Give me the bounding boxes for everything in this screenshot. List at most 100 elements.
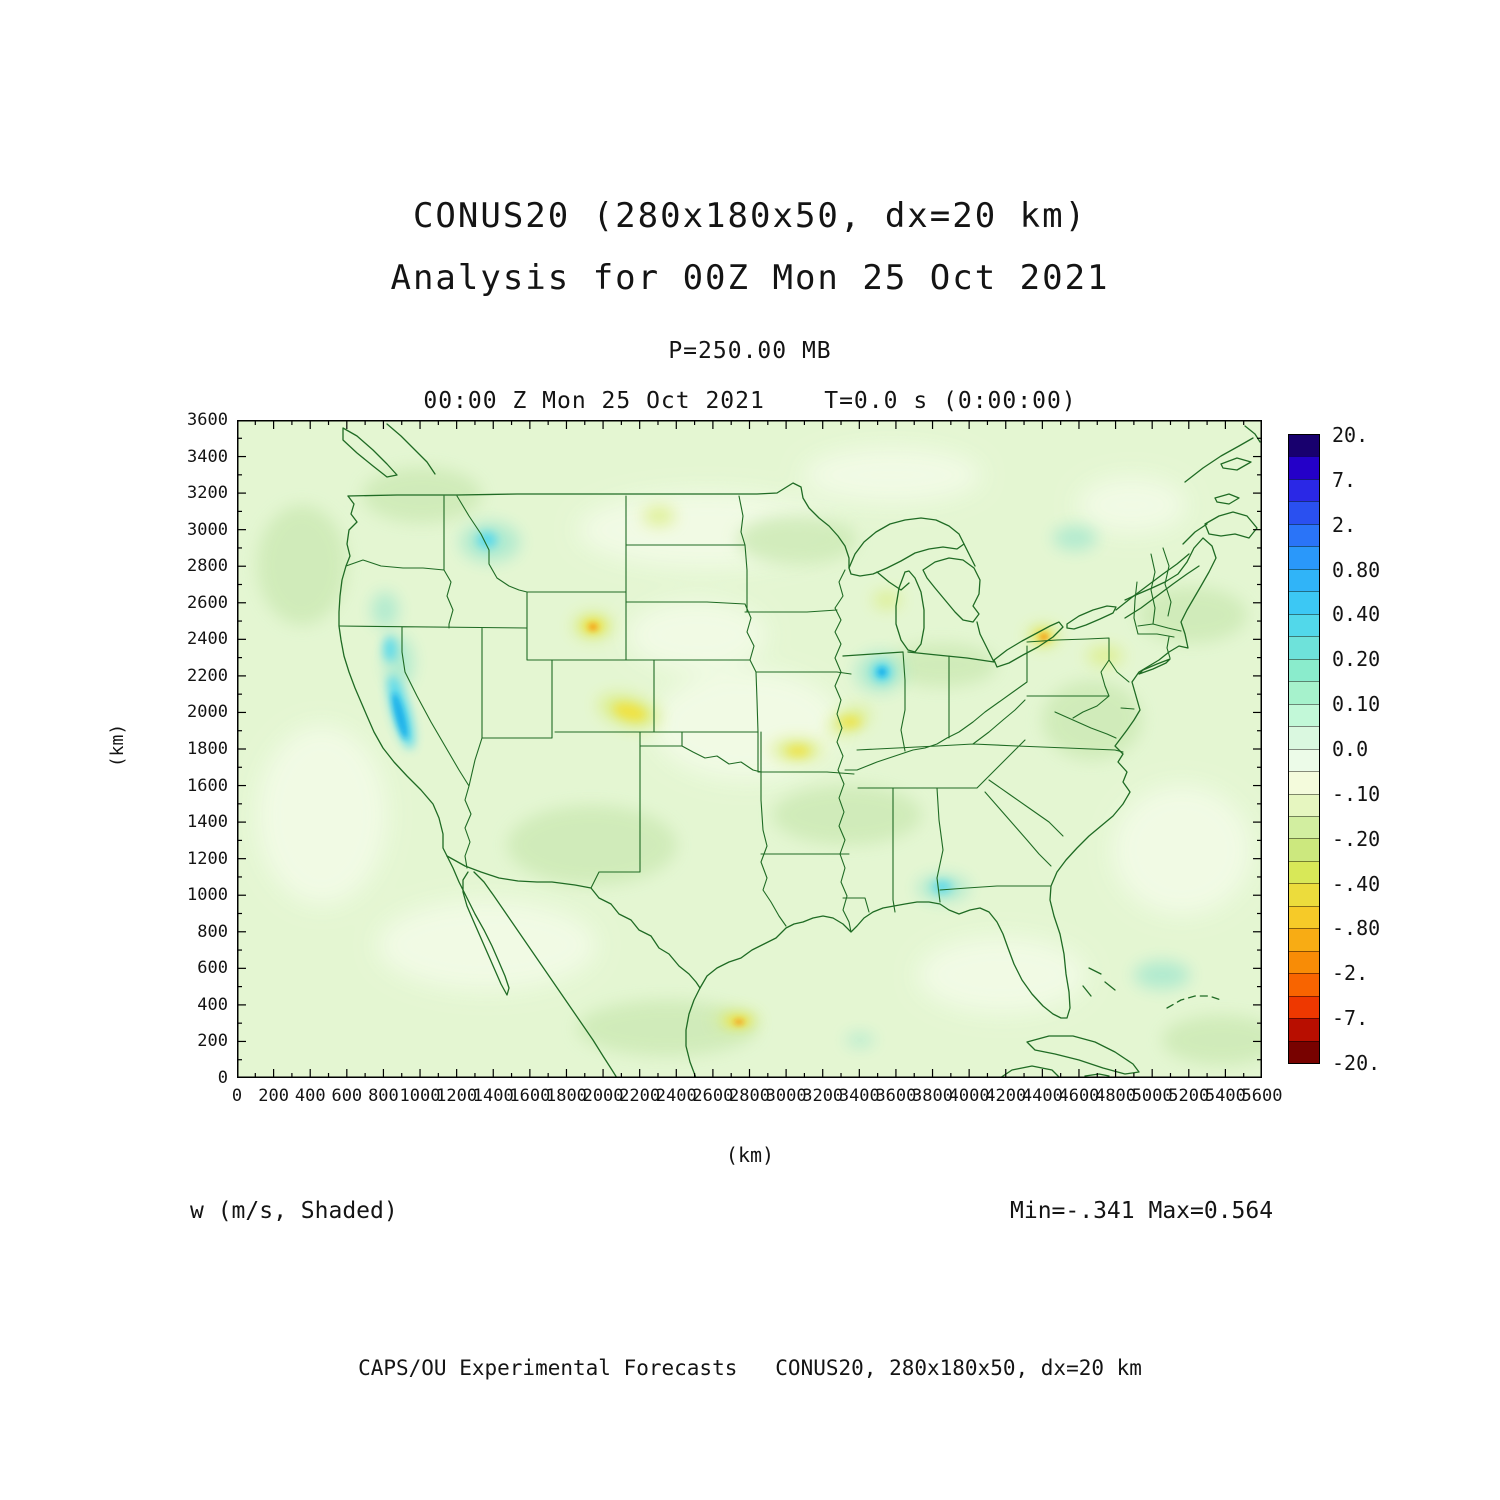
- mississippi-river: [834, 569, 852, 933]
- border-mexico: [446, 855, 701, 989]
- x-tick-label: 2000: [582, 1086, 624, 1106]
- y-tick-label: 3200: [187, 483, 228, 504]
- x-tick-label: 200: [258, 1086, 289, 1106]
- y-tick-label: 1800: [187, 739, 228, 759]
- y-tick-label: 3000: [187, 519, 228, 540]
- coast-west: [338, 495, 448, 857]
- x-tick-label: 2200: [619, 1086, 661, 1106]
- x-tick-label: 5200: [1168, 1086, 1210, 1106]
- x-tick-label: 2600: [692, 1086, 734, 1106]
- st-lawrence: [1115, 523, 1208, 619]
- colorbar-label: 0.20: [1332, 647, 1381, 672]
- colorbar-segment: [1289, 1040, 1319, 1064]
- lake-ontario: [1066, 605, 1117, 630]
- colorbar-segment: [1289, 568, 1319, 592]
- coast-gulf-atlantic: [699, 537, 1217, 1019]
- colorbar-segment: [1289, 435, 1319, 457]
- x-tick-label: 5000: [1131, 1086, 1173, 1106]
- footer-credit: CAPS/OU Experimental Forecasts CONUS20, …: [358, 1356, 1142, 1380]
- colorbar-segment: [1289, 748, 1319, 772]
- colorbar-label: -.10: [1332, 781, 1381, 806]
- lake-michigan: [895, 570, 925, 653]
- coast-baja: [446, 855, 510, 996]
- colorbar-segment: [1289, 950, 1319, 974]
- colorbar-label: 0.10: [1332, 692, 1381, 717]
- x-tick-label: 2400: [655, 1086, 697, 1106]
- colorbar-segment: [1289, 995, 1319, 1019]
- colorbar-segment: [1289, 478, 1319, 502]
- colorbar: [1288, 434, 1320, 1064]
- canada-maritimes: [1184, 425, 1261, 539]
- colorbar-label: -2.: [1332, 961, 1369, 986]
- y-tick-label: 200: [197, 1031, 228, 1052]
- x-tick-label: 3800: [912, 1086, 954, 1106]
- x-tick-label: 1400: [472, 1086, 514, 1106]
- map-plot-area: [237, 420, 1262, 1078]
- cuba: [999, 1035, 1140, 1078]
- x-tick-label: 3400: [838, 1086, 880, 1106]
- coast-mexico-west: [473, 871, 618, 1078]
- vancouver-island: [342, 423, 436, 478]
- colorbar-label: 20.: [1332, 423, 1369, 447]
- colorbar-segment: [1289, 523, 1319, 547]
- y-tick-label: 600: [197, 958, 228, 979]
- y-tick-label: 400: [197, 994, 228, 1015]
- colorbar-label: -7.: [1332, 1006, 1369, 1031]
- x-tick-label: 2800: [729, 1086, 770, 1106]
- y-tick-label: 1200: [187, 848, 228, 869]
- colorbar-segment: [1289, 860, 1319, 884]
- x-tick-label: 1000: [399, 1086, 441, 1106]
- colorbar-segment: [1289, 883, 1319, 906]
- x-tick-label: 3600: [875, 1086, 917, 1106]
- colorbar-segment: [1289, 658, 1319, 682]
- colorbar-segment: [1289, 793, 1319, 816]
- colorbar-segment: [1289, 501, 1319, 524]
- colorbar-segment: [1289, 973, 1319, 996]
- colorbar-label: -20.: [1332, 1051, 1381, 1075]
- field-shading-blobs: [257, 447, 1262, 1065]
- colorbar-label: 0.0: [1332, 737, 1369, 761]
- colorbar-segment: [1289, 771, 1319, 794]
- y-tick-label: 2000: [187, 702, 228, 723]
- colorbar-segment: [1289, 591, 1319, 614]
- colorbar-segment: [1289, 726, 1319, 749]
- x-tick-label: 4000: [948, 1086, 990, 1106]
- colorbar-segment: [1289, 703, 1319, 727]
- plot-frame: [237, 420, 1262, 1078]
- x-tick-label: 0: [231, 1086, 243, 1106]
- x-tick-label: 5400: [1204, 1086, 1246, 1106]
- x-tick-label: 4800: [1095, 1086, 1137, 1106]
- colorbar-label: 0.80: [1332, 557, 1381, 582]
- page-subtitle: Analysis for 00Z Mon 25 Oct 2021: [390, 258, 1110, 298]
- colorbar-label: -.40: [1332, 871, 1381, 896]
- colorbar-segment: [1289, 815, 1319, 839]
- y-tick-label: 1000: [187, 885, 228, 906]
- colorbar-segment: [1289, 905, 1319, 929]
- y-tick-label: 2400: [187, 629, 228, 650]
- border-canada: [347, 482, 850, 569]
- pressure-level-label: P=250.00 MB: [668, 338, 832, 364]
- y-tick-label: 800: [197, 921, 228, 942]
- minmax-label: Min=-.341 Max=0.564: [1010, 1198, 1274, 1224]
- y-axis-label: (km): [107, 723, 129, 768]
- bahamas: [1082, 967, 1116, 997]
- colorbar-segment: [1289, 1018, 1319, 1041]
- colorbar-segment: [1289, 928, 1319, 951]
- colorbar-segment: [1289, 636, 1319, 659]
- y-tick-label: 3400: [187, 446, 228, 467]
- x-tick-label: 1800: [545, 1086, 587, 1106]
- page-title: CONUS20 (280x180x50, dx=20 km): [412, 196, 1088, 236]
- colorbar-segment: [1289, 681, 1319, 704]
- x-tick-label: 800: [368, 1086, 399, 1106]
- y-tick-label: 1600: [187, 775, 228, 796]
- x-tick-label: 3000: [765, 1086, 807, 1106]
- state-borders-midwest-south: [844, 645, 1124, 913]
- colorbar-label: -.80: [1332, 916, 1381, 941]
- colorbar-label: -.20: [1332, 826, 1381, 851]
- y-tick-label: 2800: [187, 556, 228, 577]
- state-borders-northeast: [1026, 547, 1182, 739]
- x-tick-label: 4200: [985, 1086, 1027, 1106]
- colorbar-segment: [1289, 456, 1319, 479]
- dashed-contour: [1166, 995, 1222, 1009]
